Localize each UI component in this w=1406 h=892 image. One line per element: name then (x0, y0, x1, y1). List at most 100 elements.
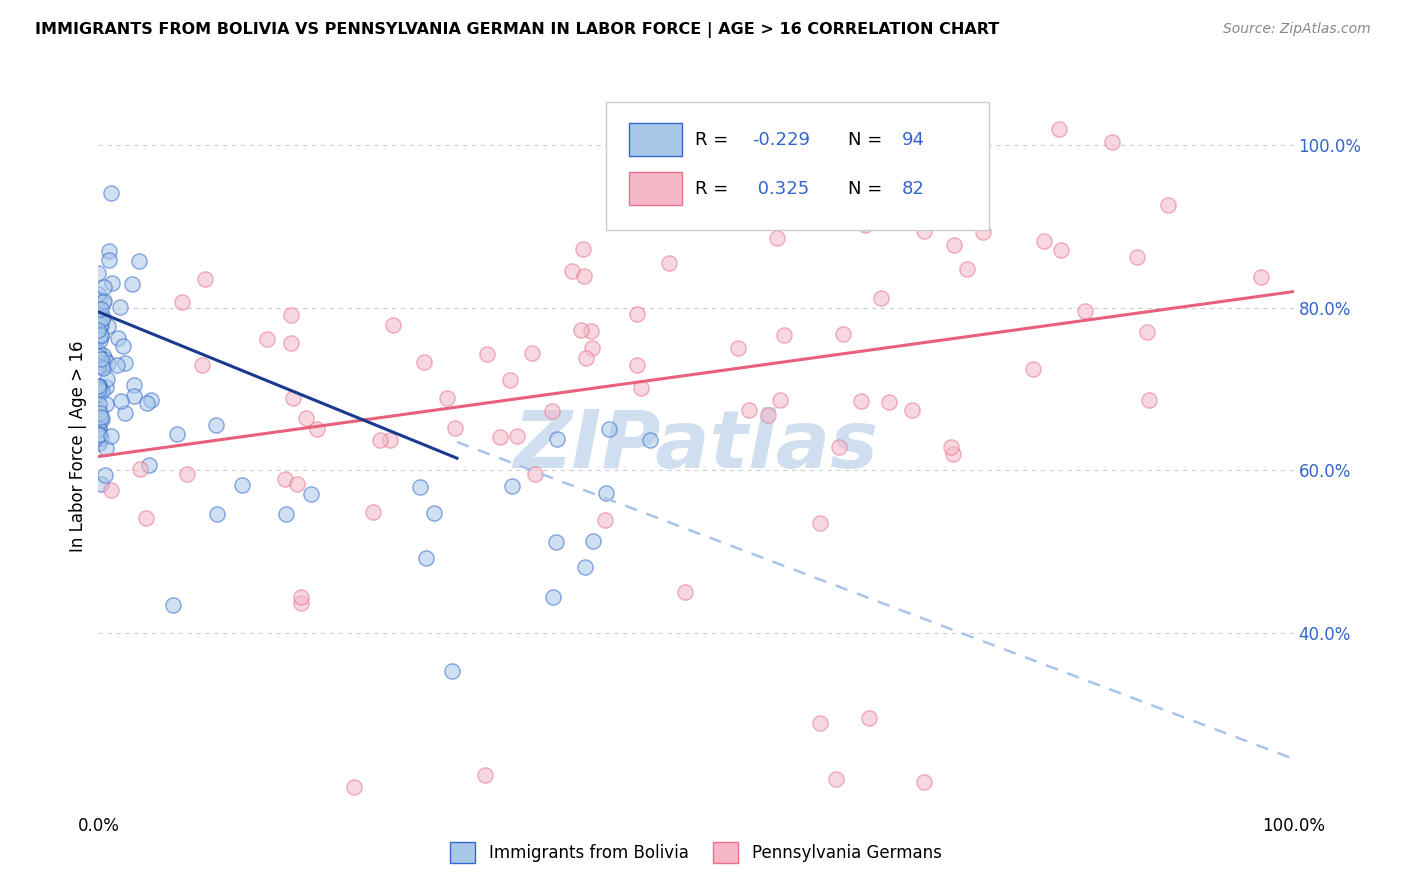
Point (87, 293, 110, 307)
Point (193, 272, 215, 286)
Point (87, 427, 110, 442)
Point (581, 533, 603, 548)
Point (290, 596, 312, 610)
Point (87, 266, 110, 280)
Point (89, 328, 111, 343)
Point (1137, 392, 1160, 407)
Point (96, 380, 118, 394)
Point (380, 433, 402, 447)
Text: 82: 82 (901, 179, 924, 197)
Point (87, 331, 110, 345)
Point (474, 768, 496, 782)
Point (87, 302, 110, 317)
Point (89, 406, 111, 420)
Text: N =: N = (848, 130, 887, 149)
Point (89, 387, 111, 401)
Point (138, 458, 160, 473)
Point (89, 333, 111, 347)
Point (87, 397, 110, 411)
Point (91, 361, 114, 376)
Point (96, 396, 118, 410)
Point (100, 186, 122, 200)
Point (524, 467, 547, 481)
Point (443, 421, 465, 435)
Point (162, 598, 184, 612)
Point (499, 372, 522, 386)
Point (129, 461, 152, 475)
Point (87, 422, 110, 436)
Point (1073, 304, 1095, 318)
Point (541, 403, 564, 417)
Point (256, 332, 278, 346)
Point (89, 414, 111, 428)
Point (100, 276, 122, 290)
Point (956, 262, 979, 277)
Point (90, 351, 112, 366)
Point (1033, 234, 1056, 248)
Y-axis label: In Labor Force | Age > 16: In Labor Force | Age > 16 (69, 340, 87, 552)
Point (912, 224, 935, 238)
Point (658, 256, 681, 270)
Point (91, 359, 114, 373)
Point (436, 391, 458, 405)
Point (128, 253, 150, 268)
Point (280, 336, 302, 351)
Point (90, 410, 112, 425)
Point (90, 431, 112, 445)
Point (90, 327, 112, 342)
Point (135, 510, 157, 524)
Point (91, 384, 114, 398)
Point (141, 392, 163, 407)
Point (1047, 122, 1070, 136)
Point (938, 122, 960, 136)
Point (87, 417, 110, 431)
Point (475, 346, 498, 360)
Point (98, 252, 121, 267)
Text: IMMIGRANTS FROM BOLIVIA VS PENNSYLVANIA GERMAN IN LABOR FORCE | AGE > 16 CORRELA: IMMIGRANTS FROM BOLIVIA VS PENNSYLVANIA … (35, 22, 1000, 38)
Point (87, 311, 110, 326)
Point (1050, 243, 1073, 257)
Text: 94: 94 (901, 130, 925, 149)
Point (630, 381, 652, 395)
Point (506, 428, 529, 442)
Point (575, 351, 598, 366)
Point (765, 231, 787, 245)
Text: 0.325: 0.325 (752, 179, 810, 197)
Point (561, 264, 583, 278)
Point (231, 478, 253, 492)
Point (673, 584, 696, 599)
Point (90, 329, 112, 343)
Point (1250, 269, 1272, 284)
Point (626, 358, 648, 372)
Text: R =: R = (695, 130, 734, 149)
Point (97, 356, 120, 370)
Point (94, 467, 117, 482)
Point (828, 440, 851, 454)
Point (87, 422, 110, 436)
Point (90, 412, 112, 426)
Point (423, 506, 446, 520)
Point (368, 433, 391, 447)
Point (91, 295, 114, 310)
Point (166, 426, 188, 441)
Point (869, 291, 891, 305)
Point (122, 389, 145, 403)
Point (727, 341, 749, 355)
Point (808, 716, 831, 731)
Point (89, 319, 111, 334)
Point (415, 551, 437, 566)
Point (901, 402, 924, 417)
Point (281, 391, 304, 405)
Legend: Immigrants from Bolivia, Pennsylvania Germans: Immigrants from Bolivia, Pennsylvania Ge… (444, 836, 948, 869)
Point (205, 418, 228, 433)
Point (170, 294, 193, 309)
Point (87, 345, 110, 359)
Point (572, 242, 595, 256)
Point (94, 352, 117, 367)
Point (107, 331, 129, 345)
Point (122, 377, 145, 392)
Point (290, 591, 312, 605)
Point (93, 293, 115, 308)
Point (98, 244, 121, 258)
Point (90, 312, 112, 326)
